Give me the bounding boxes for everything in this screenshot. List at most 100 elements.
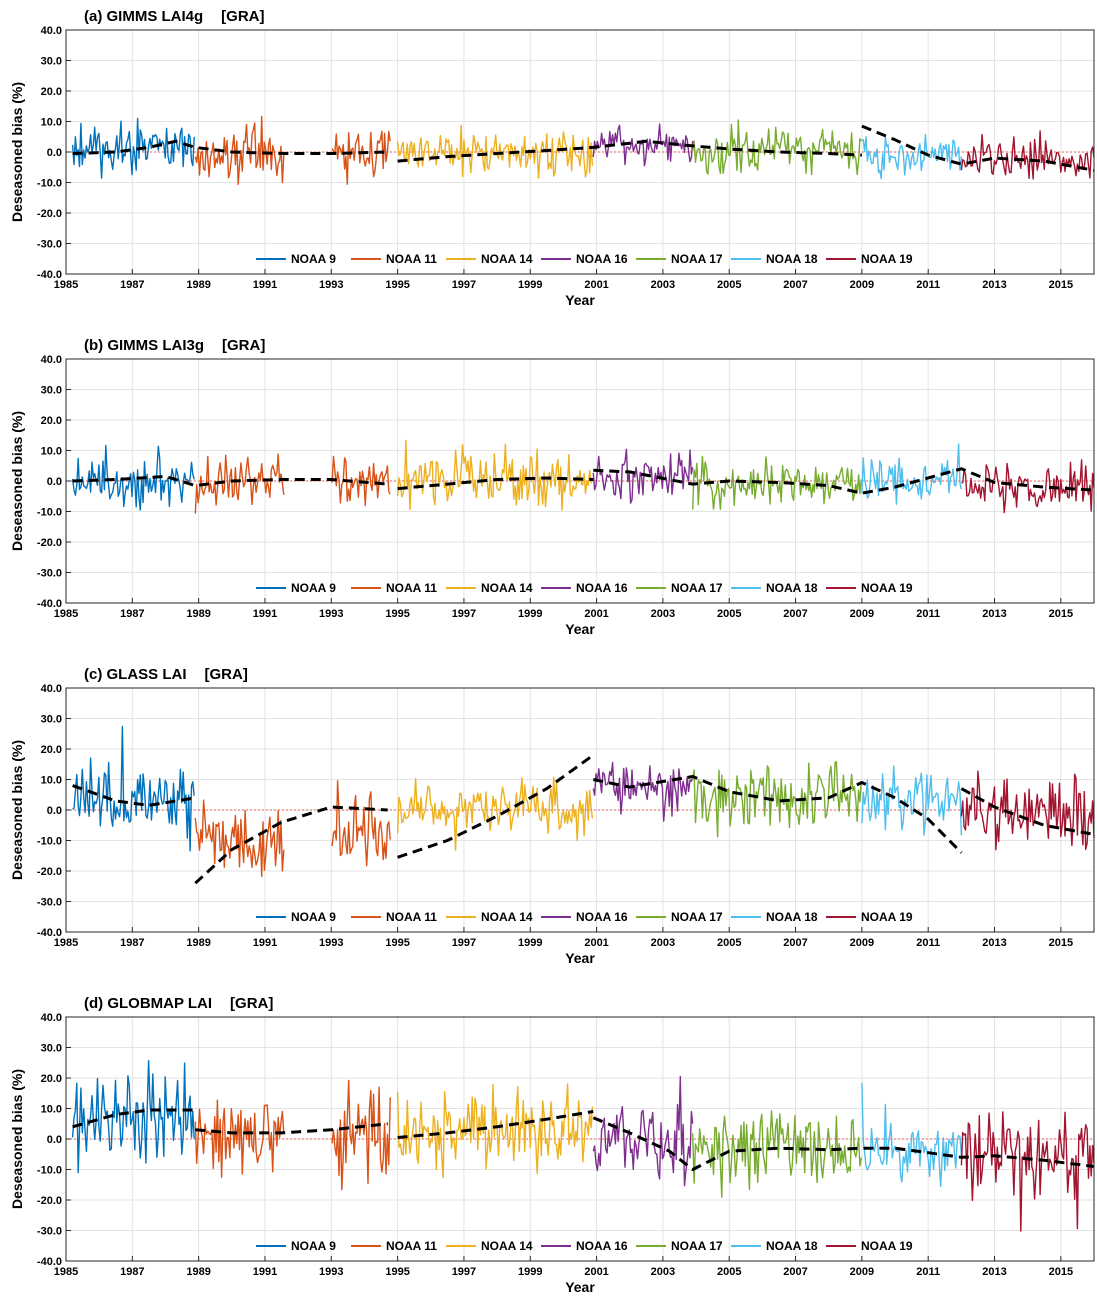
x-tick-label: 2013 — [982, 608, 1006, 620]
legend-item: NOAA 14 — [446, 581, 533, 595]
legend-item: NOAA 16 — [541, 1239, 628, 1253]
series-noaa-16 — [592, 1075, 694, 1187]
x-axis-label: Year — [565, 1279, 595, 1295]
x-tick-label: 1991 — [253, 937, 277, 949]
panel-a: 40.030.020.010.00.0-10.0-20.0-30.0-40.01… — [9, 8, 1095, 308]
trend-line — [72, 474, 388, 488]
series-noaa-18 — [861, 443, 963, 505]
y-tick-label: -30.0 — [37, 1226, 62, 1238]
legend-label: NOAA 9 — [291, 1239, 336, 1253]
trend-line — [195, 1122, 388, 1135]
legend-label: NOAA 19 — [861, 252, 913, 266]
panel-title: (d) GLOBMAP LAI [GRA] — [84, 995, 273, 1012]
x-tick-label: 1989 — [186, 1266, 210, 1278]
series-noaa-18 — [861, 133, 963, 180]
legend-label: NOAA 9 — [291, 581, 336, 595]
trend-line — [861, 124, 1095, 172]
y-tick-label: 20.0 — [41, 86, 62, 98]
x-tick-label: 1989 — [186, 608, 210, 620]
series-noaa-9 — [71, 1060, 195, 1174]
x-tick-label: 2011 — [916, 608, 940, 620]
x-tick-label: 2007 — [783, 937, 807, 949]
x-tick-label: 2013 — [982, 1266, 1006, 1278]
x-tick-label: 1993 — [319, 937, 343, 949]
y-tick-label: 10.0 — [41, 775, 62, 787]
legend-label: NOAA 16 — [576, 581, 628, 595]
legend-label: NOAA 17 — [671, 252, 723, 266]
legend-item: NOAA 11 — [351, 581, 437, 595]
x-tick-label: 1997 — [452, 937, 476, 949]
panel-title: (a) GIMMS LAI4g [GRA] — [84, 8, 265, 25]
legend-item: NOAA 18 — [731, 910, 818, 924]
x-tick-label: 2003 — [651, 1266, 675, 1278]
x-tick-label: 2009 — [850, 1266, 874, 1278]
legend-item: NOAA 9 — [256, 910, 336, 924]
legend-item: NOAA 16 — [541, 252, 628, 266]
trend-line — [397, 139, 862, 163]
legend-item: NOAA 14 — [446, 252, 533, 266]
series-noaa-18 — [861, 765, 963, 836]
x-tick-label: 1999 — [518, 1266, 542, 1278]
legend-item: NOAA 9 — [256, 252, 336, 266]
y-tick-label: -10.0 — [37, 178, 62, 190]
x-tick-label: 1995 — [385, 937, 409, 949]
y-tick-label: 10.0 — [41, 1104, 62, 1116]
x-tick-label: 1987 — [120, 1266, 144, 1278]
legend-label: NOAA 17 — [671, 581, 723, 595]
x-tick-label: 2001 — [584, 937, 608, 949]
panel-d: 40.030.020.010.00.0-10.0-20.0-30.0-40.01… — [9, 995, 1095, 1295]
x-tick-label: 2007 — [783, 1266, 807, 1278]
series-noaa-14 — [396, 776, 594, 851]
series-noaa-16 — [592, 761, 694, 822]
legend-item: NOAA 19 — [826, 1239, 913, 1253]
x-tick-label: 2015 — [1049, 937, 1073, 949]
x-tick-label: 2015 — [1049, 608, 1073, 620]
y-tick-label: -20.0 — [37, 1195, 62, 1207]
x-tick-label: 2001 — [584, 1266, 608, 1278]
x-tick-label: 1985 — [54, 608, 78, 620]
y-tick-label: 0.0 — [47, 147, 62, 159]
y-tick-label: 0.0 — [47, 805, 62, 817]
y-tick-label: -40.0 — [37, 269, 62, 281]
panel-title: (b) GIMMS LAI3g [GRA] — [84, 337, 265, 354]
x-tick-label: 1985 — [54, 1266, 78, 1278]
legend-item: NOAA 17 — [636, 1239, 723, 1253]
y-tick-label: 40.0 — [41, 1012, 62, 1024]
legend-item: NOAA 17 — [636, 581, 723, 595]
x-tick-label: 2011 — [916, 937, 940, 949]
y-tick-label: -30.0 — [37, 897, 62, 909]
y-tick-label: 20.0 — [41, 415, 62, 427]
x-tick-label: 1993 — [319, 1266, 343, 1278]
trend-line — [72, 1108, 196, 1129]
legend-item: NOAA 11 — [351, 252, 437, 266]
legend-item: NOAA 11 — [351, 1239, 437, 1253]
x-tick-label: 2005 — [717, 608, 741, 620]
y-axis-label: Deseasoned bias (%) — [9, 740, 25, 880]
legend-label: NOAA 14 — [481, 1239, 533, 1253]
y-tick-label: 30.0 — [41, 1043, 62, 1055]
legend-item: NOAA 14 — [446, 910, 533, 924]
y-tick-label: 20.0 — [41, 744, 62, 756]
y-tick-label: 40.0 — [41, 683, 62, 695]
legend-label: NOAA 11 — [386, 910, 437, 924]
y-tick-label: 0.0 — [47, 1134, 62, 1146]
legend-label: NOAA 16 — [576, 910, 628, 924]
legend-item: NOAA 16 — [541, 910, 628, 924]
series-noaa-17 — [692, 455, 862, 510]
series-noaa-17 — [692, 1110, 862, 1198]
legend-item: NOAA 9 — [256, 581, 336, 595]
panel-title: (c) GLASS LAI [GRA] — [84, 666, 248, 683]
x-tick-label: 2009 — [850, 608, 874, 620]
legend-item: NOAA 11 — [351, 910, 437, 924]
legend-item: NOAA 18 — [731, 252, 818, 266]
series-noaa-9 — [71, 117, 195, 179]
y-tick-label: -30.0 — [37, 239, 62, 251]
x-tick-label: 1997 — [452, 279, 476, 291]
x-tick-label: 2007 — [783, 608, 807, 620]
legend-label: NOAA 18 — [766, 1239, 818, 1253]
legend-item: NOAA 9 — [256, 1239, 336, 1253]
y-tick-label: 20.0 — [41, 1073, 62, 1085]
trend-line — [194, 805, 388, 885]
x-tick-label: 1987 — [120, 279, 144, 291]
trend-line — [592, 1116, 1095, 1171]
